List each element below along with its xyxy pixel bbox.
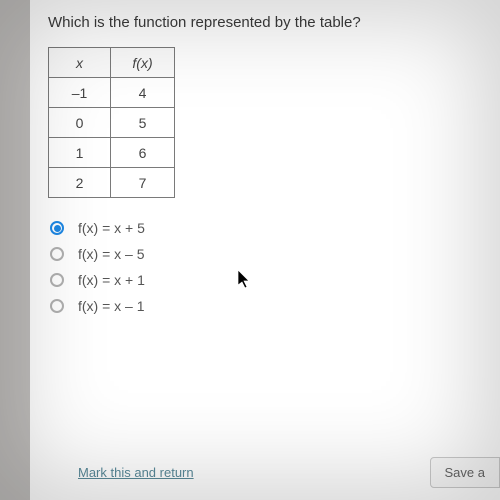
table-header-fx: f(x) [111,48,175,78]
table-row: 1 6 [49,138,175,168]
option-3[interactable]: f(x) = x + 1 [50,272,500,288]
table-cell-x: 0 [49,108,111,138]
save-button[interactable]: Save a [430,457,500,488]
answer-options: f(x) = x + 5 f(x) = x – 5 f(x) = x + 1 f… [50,220,500,314]
table-cell-x: 1 [49,138,111,168]
table-header-x: x [49,48,111,78]
table-cell-fx: 7 [111,168,175,198]
function-table: x f(x) –1 4 0 5 1 6 2 7 [48,47,175,198]
table-cell-fx: 4 [111,78,175,108]
option-label: f(x) = x + 1 [78,272,145,288]
question-panel: Which is the function represented by the… [30,0,500,500]
table-row: –1 4 [49,78,175,108]
radio-icon [50,247,64,261]
option-4[interactable]: f(x) = x – 1 [50,298,500,314]
question-prompt: Which is the function represented by the… [30,0,500,47]
option-1[interactable]: f(x) = x + 5 [50,220,500,236]
option-label: f(x) = x – 5 [78,246,145,262]
option-2[interactable]: f(x) = x – 5 [50,246,500,262]
option-label: f(x) = x – 1 [78,298,145,314]
radio-icon [50,221,64,235]
table-cell-x: 2 [49,168,111,198]
radio-icon [50,273,64,287]
radio-icon [50,299,64,313]
left-strip [0,0,30,500]
footer: Mark this and return Save a [78,457,500,488]
table-row: 2 7 [49,168,175,198]
mark-return-link[interactable]: Mark this and return [78,465,194,480]
table-row: 0 5 [49,108,175,138]
table-cell-fx: 5 [111,108,175,138]
table-cell-fx: 6 [111,138,175,168]
table-cell-x: –1 [49,78,111,108]
option-label: f(x) = x + 5 [78,220,145,236]
